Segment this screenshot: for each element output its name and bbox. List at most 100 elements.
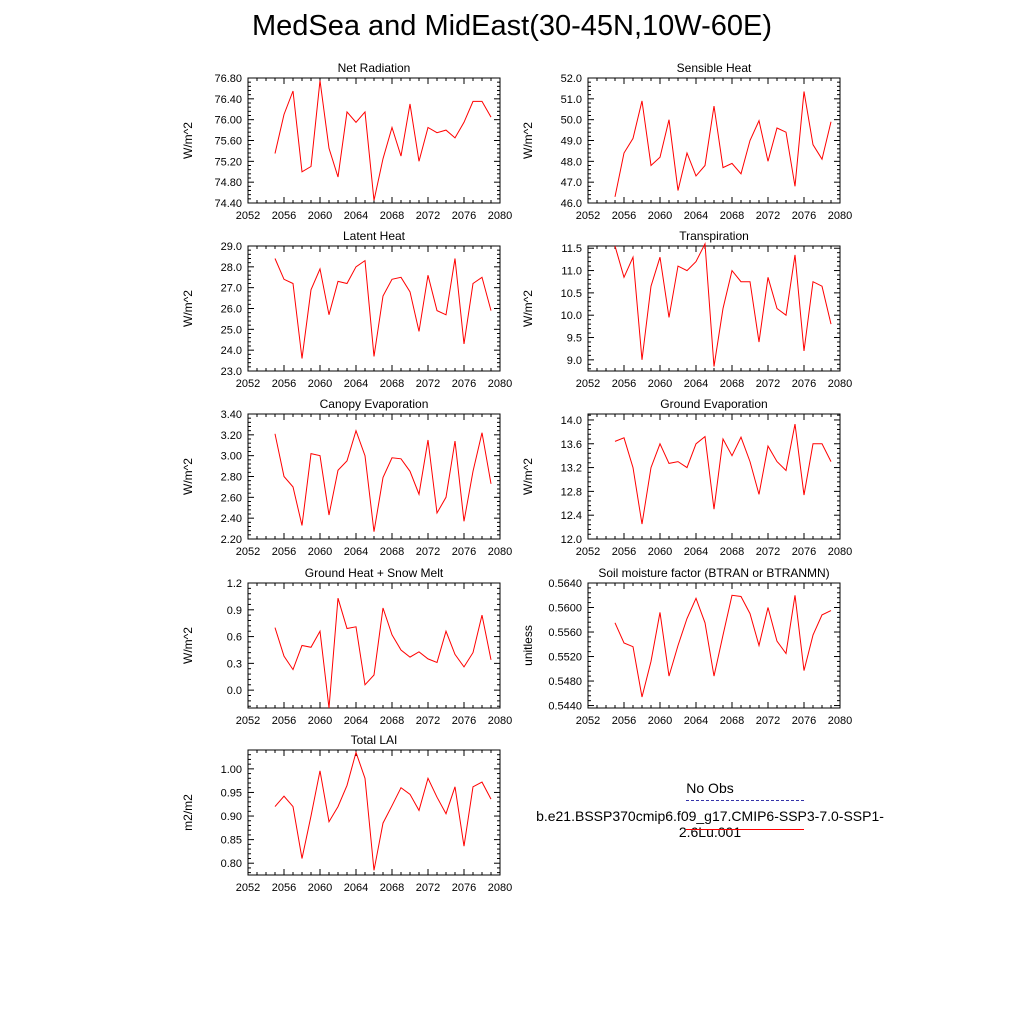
x-tick-label: 2068 (720, 210, 744, 222)
x-tick-label: 2064 (344, 882, 368, 894)
y-tick-label: 0.3 (227, 658, 242, 670)
x-tick-label: 2080 (488, 715, 512, 727)
series-line (274, 750, 492, 871)
panel-title: Soil moisture factor (BTRAN or BTRANMN) (598, 566, 829, 580)
x-tick-label: 2080 (828, 546, 852, 558)
y-tick-label: 3.00 (221, 451, 242, 463)
x-tick-label: 2060 (308, 546, 332, 558)
x-tick-label: 2072 (416, 378, 440, 390)
panel-title: Transpiration (679, 229, 749, 243)
x-tick-label: 2068 (380, 546, 404, 558)
x-tick-label: 2052 (236, 546, 260, 558)
y-tick-label: 11.0 (561, 266, 582, 278)
x-tick-label: 2076 (452, 715, 476, 727)
legend-obs-label: No Obs (686, 780, 734, 796)
chart-svg: Total LAI m2/m2 2052 2056 2060 2064 2068 2072 20… (181, 733, 512, 894)
y-axis-label: W/m^2 (181, 290, 195, 327)
y-tick-label: 27.0 (221, 283, 242, 295)
x-tick-label: 2072 (416, 715, 440, 727)
chart-svg: Ground Evaporation W/m^2 2052 2056 2060 2064 2… (521, 397, 852, 558)
y-tick-label: 2.40 (221, 513, 242, 525)
y-tick-label: 50.0 (561, 115, 582, 127)
x-tick-label: 2056 (272, 715, 296, 727)
y-tick-label: 75.20 (214, 156, 242, 168)
panel-ground-heat-snow-melt: Ground Heat + Snow Melt W/m^2 2052 2056 2060… (160, 563, 520, 741)
legend-model-line (686, 829, 804, 830)
x-tick-label: 2052 (236, 715, 260, 727)
y-tick-label: 51.0 (561, 94, 582, 106)
panel-title: Ground Evaporation (660, 397, 767, 411)
x-tick-label: 2056 (272, 546, 296, 558)
x-tick-label: 2060 (308, 715, 332, 727)
y-tick-label: 0.5560 (548, 627, 582, 639)
y-tick-label: 0.5480 (548, 676, 582, 688)
chart-svg: Latent Heat W/m^2 2052 2056 2060 2064 2068 2072… (181, 229, 512, 390)
x-tick-label: 2076 (452, 378, 476, 390)
x-tick-label: 2056 (272, 210, 296, 222)
panel-ground-evaporation: Ground Evaporation W/m^2 2052 2056 2060 2064 2… (500, 394, 860, 572)
y-tick-label: 3.40 (221, 409, 242, 421)
x-tick-label: 2064 (344, 546, 368, 558)
series-line (614, 91, 832, 197)
panel-soil-moisture-factor: Soil moisture factor (BTRAN or BTRANMN) u… (500, 563, 860, 741)
y-tick-label: 9.0 (567, 355, 582, 367)
x-tick-label: 2068 (380, 378, 404, 390)
panel-title: Sensible Heat (677, 61, 752, 75)
y-tick-label: 74.40 (214, 198, 242, 210)
y-tick-label: 0.80 (221, 858, 242, 870)
y-tick-label: 12.4 (561, 510, 582, 522)
x-tick-label: 2052 (236, 882, 260, 894)
panel-sensible-heat: Sensible Heat W/m^2 2052 2056 2060 2064 2068 20… (500, 58, 860, 236)
y-tick-label: 0.5640 (548, 578, 582, 590)
x-tick-label: 2064 (684, 715, 708, 727)
x-tick-label: 2052 (576, 715, 600, 727)
chart-svg: Soil moisture factor (BTRAN or BTRANMN) u… (521, 566, 852, 727)
x-tick-label: 2064 (344, 210, 368, 222)
x-tick-label: 2068 (720, 378, 744, 390)
y-axis-label: W/m^2 (521, 458, 535, 495)
y-axis-label: W/m^2 (181, 458, 195, 495)
plot-frame (247, 582, 501, 709)
x-tick-label: 2080 (828, 378, 852, 390)
panel-transpiration: Transpiration W/m^2 2052 2056 2060 2064 2068 20… (500, 226, 860, 404)
x-tick-label: 2052 (576, 546, 600, 558)
y-tick-label: 76.80 (214, 73, 242, 85)
x-tick-label: 2064 (684, 378, 708, 390)
x-tick-label: 2056 (612, 715, 636, 727)
x-tick-label: 2060 (648, 715, 672, 727)
y-tick-label: 0.0 (227, 685, 242, 697)
x-tick-label: 2056 (272, 882, 296, 894)
panel-net-radiation: Net Radiation W/m^2 2052 2056 2060 2064 2068 20… (160, 58, 520, 236)
y-tick-label: 0.5600 (548, 603, 582, 615)
x-tick-label: 2072 (416, 882, 440, 894)
panel-title: Total LAI (351, 733, 398, 747)
y-tick-label: 52.0 (561, 73, 582, 85)
series-line (614, 594, 832, 698)
plot-frame (587, 413, 841, 540)
x-tick-label: 2052 (576, 210, 600, 222)
y-tick-label: 0.6 (227, 632, 242, 644)
x-tick-label: 2056 (272, 378, 296, 390)
y-tick-label: 0.90 (221, 811, 242, 823)
x-tick-label: 2064 (684, 546, 708, 558)
y-tick-label: 2.60 (221, 492, 242, 504)
y-tick-label: 26.0 (221, 304, 242, 316)
y-tick-label: 28.0 (221, 262, 242, 274)
x-tick-label: 2068 (380, 882, 404, 894)
y-tick-label: 10.0 (561, 310, 582, 322)
panel-latent-heat: Latent Heat W/m^2 2052 2056 2060 2064 2068 2072… (160, 226, 520, 404)
chart-svg: Transpiration W/m^2 2052 2056 2060 2064 2068 20… (521, 229, 852, 390)
y-tick-label: 23.0 (221, 366, 242, 378)
y-tick-label: 9.5 (567, 333, 582, 345)
series-line (614, 241, 832, 367)
x-tick-label: 2080 (488, 210, 512, 222)
y-tick-label: 12.0 (561, 534, 582, 546)
x-tick-label: 2080 (828, 715, 852, 727)
series-line (274, 598, 492, 709)
x-tick-label: 2076 (452, 882, 476, 894)
plot-frame (247, 77, 501, 204)
x-tick-label: 2076 (792, 546, 816, 558)
y-tick-label: 0.9 (227, 605, 242, 617)
series-line (274, 258, 492, 359)
plot-frame (247, 413, 501, 540)
